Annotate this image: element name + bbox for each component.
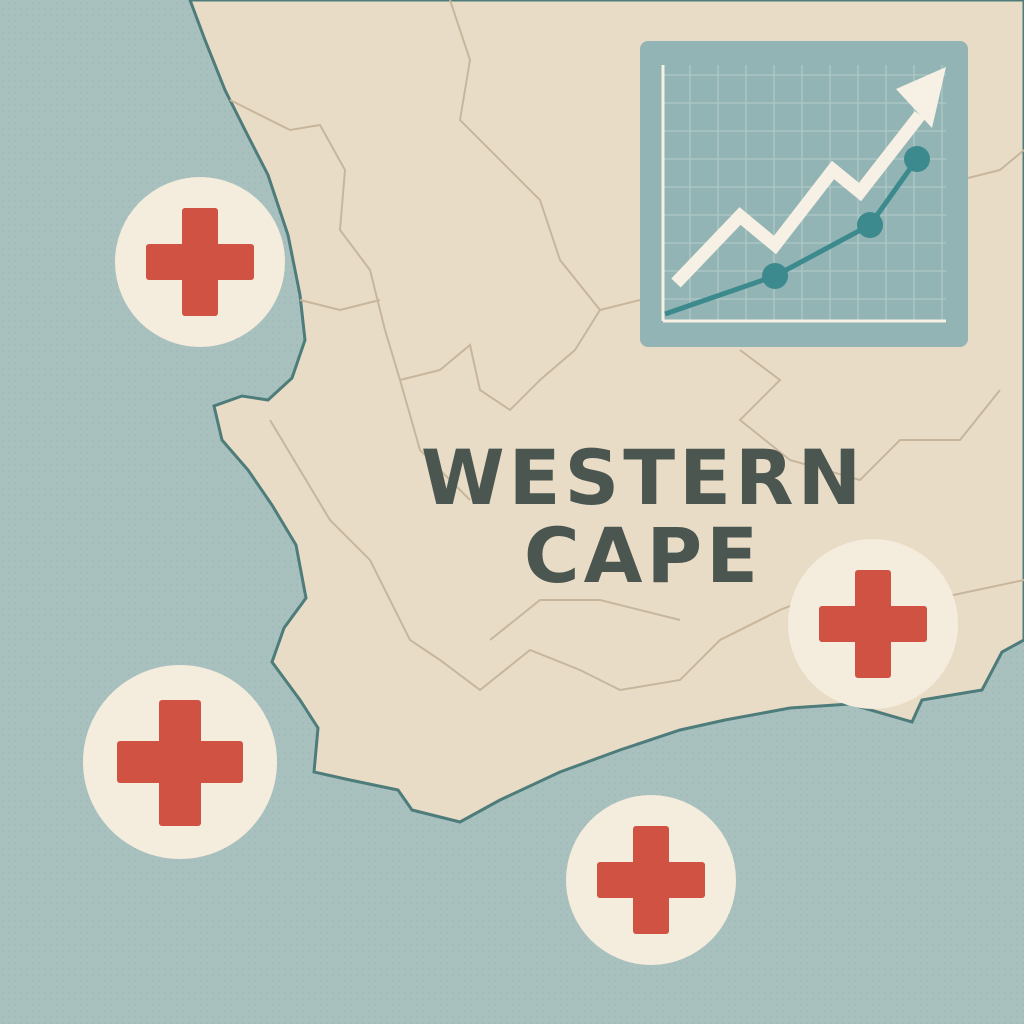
medical-marker-southwest[interactable] [83,665,277,859]
medical-marker-northwest[interactable] [115,177,285,347]
growth-chart-inset [640,41,968,347]
trend-line [664,157,920,317]
medical-marker-south[interactable] [566,795,736,965]
medical-cross-icon [597,826,705,934]
data-point [904,146,930,172]
medical-cross-icon [146,208,254,316]
medical-cross-icon [117,700,243,826]
region-label-line2: CAPE [523,511,763,600]
medical-marker-east[interactable] [788,539,958,709]
arrow-head [896,67,946,128]
data-point [762,263,788,289]
district-borders [229,0,1024,692]
region-label-line1: WESTERN [420,433,866,522]
medical-cross-icon [819,570,927,678]
data-point [857,212,883,238]
growth-arrow-icon [671,111,926,288]
